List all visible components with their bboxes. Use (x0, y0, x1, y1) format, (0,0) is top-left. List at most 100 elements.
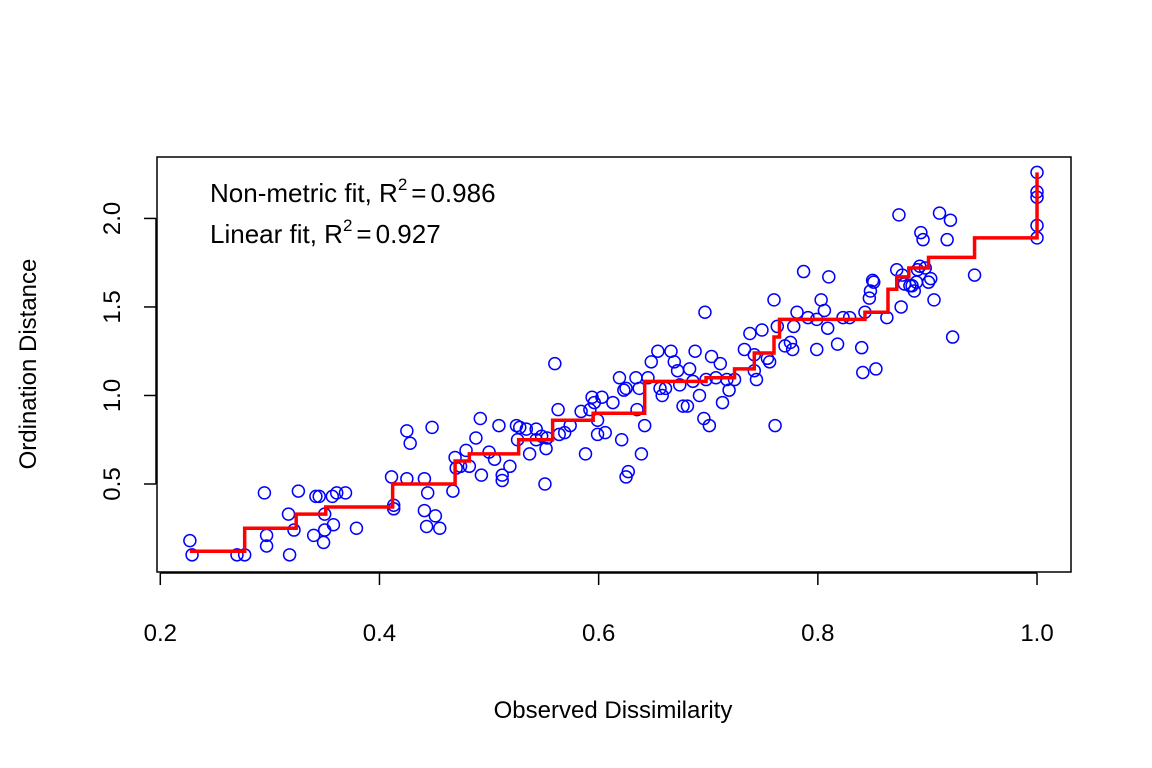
point (644, 355, 659, 369)
point (287, 523, 301, 537)
point (913, 259, 927, 273)
annotation-value: 0.986 (430, 178, 495, 208)
point (830, 337, 845, 351)
point (914, 225, 928, 240)
point (183, 533, 197, 548)
point (822, 270, 836, 284)
point (325, 489, 340, 504)
point (865, 273, 880, 288)
point (312, 489, 326, 504)
point (539, 441, 553, 456)
point (770, 319, 785, 334)
point (641, 371, 655, 385)
point (856, 365, 870, 380)
annotation-exponent: 2 (398, 175, 407, 194)
point (495, 473, 509, 488)
point (400, 424, 414, 438)
point (940, 232, 954, 247)
point (425, 420, 439, 435)
point (621, 464, 635, 479)
y-tick-label: 0.5 (99, 467, 126, 500)
point (306, 528, 321, 543)
point (614, 432, 629, 447)
point (699, 372, 713, 387)
annotation-text: Linear fit, R (210, 219, 343, 249)
point (743, 326, 757, 341)
point (495, 468, 509, 482)
point (282, 548, 297, 562)
point (704, 349, 719, 364)
point (809, 342, 824, 357)
point (801, 310, 815, 325)
point (768, 418, 782, 433)
point (578, 447, 593, 461)
fit-step-line (189, 172, 1039, 554)
point (673, 378, 687, 392)
point (932, 206, 947, 220)
point (428, 509, 443, 523)
point (473, 411, 488, 426)
point (762, 355, 777, 369)
point (715, 395, 730, 410)
point (538, 477, 552, 491)
y-tick-label: 2.0 (99, 202, 126, 235)
point (419, 519, 434, 534)
point (945, 330, 960, 344)
point (503, 459, 517, 474)
point (655, 388, 669, 403)
point (590, 427, 605, 442)
point (921, 275, 936, 289)
y-tick-label: 1.0 (99, 379, 126, 412)
point (230, 548, 244, 562)
point (612, 371, 627, 385)
point (854, 340, 869, 355)
point (634, 447, 649, 461)
point (595, 390, 609, 405)
annotation: Non-metric fit, R2 = 0.986 (210, 175, 496, 208)
point (967, 268, 982, 282)
point (842, 310, 857, 325)
point (519, 422, 534, 436)
point (338, 486, 353, 500)
point (688, 344, 702, 358)
point (420, 486, 435, 500)
point (692, 388, 707, 403)
point (548, 356, 562, 371)
plot-frame (156, 156, 1072, 573)
point (417, 503, 432, 518)
point (869, 362, 883, 376)
point (923, 271, 938, 286)
point (702, 418, 717, 433)
point (291, 484, 306, 498)
point (522, 447, 537, 461)
x-axis-title: Observed Dissimilarity (494, 697, 733, 724)
point (910, 263, 925, 277)
point (651, 344, 665, 358)
point (720, 372, 734, 387)
point (469, 431, 483, 445)
point (676, 399, 690, 413)
x-tick-label: 0.2 (144, 620, 177, 647)
point (326, 517, 341, 532)
point (492, 418, 506, 433)
point (755, 323, 769, 337)
point (309, 489, 323, 504)
point (783, 335, 798, 350)
x-tick-label: 0.4 (363, 620, 396, 647)
point (682, 362, 697, 376)
annotation-value: 0.927 (376, 219, 441, 249)
point (698, 305, 712, 320)
point (637, 418, 652, 433)
y-axis-title: Ordination Distance (15, 259, 42, 470)
annotation-exponent: 2 (343, 216, 352, 235)
point (185, 548, 199, 562)
point (534, 429, 549, 443)
point (796, 264, 811, 279)
point (749, 372, 764, 387)
point (574, 404, 588, 419)
x-tick-label: 1.0 (1020, 620, 1053, 647)
point (259, 539, 274, 553)
annotation: Linear fit, R2 = 0.927 (210, 216, 441, 249)
